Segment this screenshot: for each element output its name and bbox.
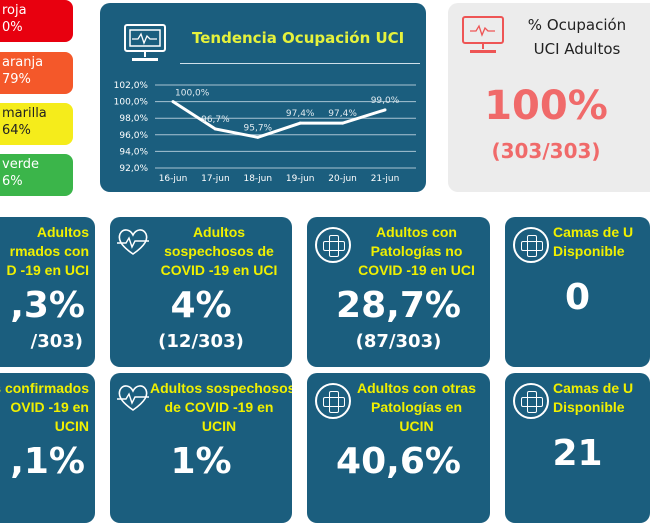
stat-card: Camas de U Disponible 21 <box>505 373 650 523</box>
stat-card: Adultos sospechosos de COVID -19 en UCIN 1… <box>110 373 292 523</box>
card-title-line: Disponible <box>553 399 625 415</box>
data-label: 97,4% <box>328 109 357 119</box>
alert-value: 0% <box>2 20 23 35</box>
card-title-line: Patologías en <box>370 399 463 415</box>
stat-card: Camas de U Disponible 0 <box>505 217 650 367</box>
occupancy-value: 100% <box>484 83 608 129</box>
card-value: 0 <box>564 277 591 318</box>
medical-cross-icon <box>315 227 351 263</box>
x-tick-label: 18-jun <box>243 174 272 184</box>
card-title-line: Adultos con otras <box>356 380 476 396</box>
alert-label: aranja <box>2 55 44 70</box>
medical-cross-icon <box>315 383 351 419</box>
alert-orange: aranja 79% <box>0 52 73 94</box>
card-title-line: Adultos <box>192 224 246 240</box>
heart-pulse-icon <box>117 229 149 255</box>
card-value: 4% <box>170 285 232 326</box>
card-title-line: Disponible <box>553 243 625 259</box>
card-value: ,3% <box>10 285 85 326</box>
data-label: 99,0% <box>371 96 400 106</box>
medical-cross-icon <box>513 383 549 419</box>
y-tick-label: 102,0% <box>114 81 149 91</box>
card-value: 40,6% <box>336 441 461 482</box>
data-label: 95,7% <box>244 123 273 133</box>
data-point <box>171 100 175 104</box>
card-title-line: Adultos sospechosos <box>150 380 292 396</box>
y-tick-label: 94,0% <box>119 147 148 157</box>
card-value: 28,7% <box>336 285 461 326</box>
alert-label: marilla <box>2 106 47 121</box>
trend-line-chart: 102,0% 100,0% 98,0% 96,0% 94,0% 92,0% 16-jun 10… <box>114 81 416 184</box>
card-value: 21 <box>552 433 603 474</box>
x-tick-label: 20-jun <box>328 174 357 184</box>
card-title-line: D -19 en UCI <box>6 262 89 278</box>
stat-card: Adultos con Patologías no COVID -19 en UCI… <box>307 217 490 367</box>
data-label: 96,7% <box>201 115 230 125</box>
card-title-line: rmados con <box>9 243 89 259</box>
data-point <box>256 135 260 139</box>
occupancy-title: % Ocupación <box>527 16 627 34</box>
stat-card: Adultos rmados con D -19 en UCI ,3% /303) <box>0 217 95 367</box>
alert-value: 79% <box>2 72 31 87</box>
card-title-line: Patologías no <box>370 243 463 259</box>
card-detail: (87/303) <box>355 331 442 352</box>
x-tick-label: 21-jun <box>371 174 400 184</box>
card-detail: /303) <box>30 331 83 352</box>
alert-red: roja 0% <box>0 0 73 42</box>
alert-green: verde 6% <box>0 154 73 196</box>
card-title-line: COVID -19 en UCI <box>358 262 475 278</box>
card-title-line: UCIN <box>54 418 89 434</box>
data-point <box>298 121 302 125</box>
card-value: 1% <box>170 441 232 482</box>
card-title-line: OVID -19 en <box>10 399 89 415</box>
chart-title: Tendencia Ocupación UCI <box>192 29 405 47</box>
monitor-heartbeat-icon <box>124 24 166 61</box>
stat-card: s confirmados OVID -19 en UCIN ,1% <box>0 373 95 523</box>
card-title-line: Camas de U <box>553 380 634 396</box>
alert-label: verde <box>2 157 40 172</box>
occupancy-subtitle: UCI Adultos <box>533 40 621 58</box>
card-title-line: Camas de U <box>553 224 634 240</box>
monitor-heartbeat-icon <box>462 16 504 53</box>
data-point <box>213 127 217 131</box>
x-tick-label: 19-jun <box>286 174 315 184</box>
stat-card: Adultos sospechosos de COVID -19 en UCI 4%… <box>110 217 292 367</box>
heart-pulse-icon <box>117 385 149 411</box>
y-tick-label: 98,0% <box>119 114 148 124</box>
y-tick-label: 92,0% <box>119 164 148 174</box>
card-title-line: s confirmados <box>0 380 89 396</box>
card-title-line: sospechosos de <box>164 243 274 259</box>
stat-card: Adultos con otras Patologías en UCIN 40,6% <box>307 373 490 523</box>
occupancy-panel: % Ocupación UCI Adultos 100% (303/303) <box>448 3 650 192</box>
data-label: 97,4% <box>286 109 315 119</box>
card-title-line: de COVID -19 en <box>164 399 274 415</box>
data-label: 100,0% <box>175 89 210 99</box>
card-title-line: UCIN <box>201 418 237 434</box>
card-title-line: UCIN <box>399 418 434 434</box>
alert-value: 64% <box>2 123 31 138</box>
data-point <box>383 108 387 112</box>
x-tick-label: 17-jun <box>201 174 230 184</box>
card-title-line: Adultos con <box>376 224 457 240</box>
alert-value: 6% <box>2 174 23 189</box>
y-tick-label: 100,0% <box>114 98 149 108</box>
trend-line <box>172 100 386 139</box>
trend-chart-panel: Tendencia Ocupación UCI 102,0% 100,0% 98,0… <box>100 3 426 192</box>
card-title-line: COVID -19 en UCI <box>160 262 278 278</box>
card-detail: (12/303) <box>158 331 244 352</box>
card-value: ,1% <box>10 441 85 482</box>
x-tick-label: 16-jun <box>159 174 188 184</box>
occupancy-detail: (303/303) <box>491 139 601 163</box>
alert-yellow: marilla 64% <box>0 103 73 145</box>
medical-cross-icon <box>513 227 549 263</box>
title-divider <box>180 63 420 64</box>
y-tick-label: 96,0% <box>119 131 148 141</box>
card-title-line: Adultos <box>36 224 89 240</box>
data-point <box>341 121 345 125</box>
alert-label: roja <box>2 3 27 18</box>
